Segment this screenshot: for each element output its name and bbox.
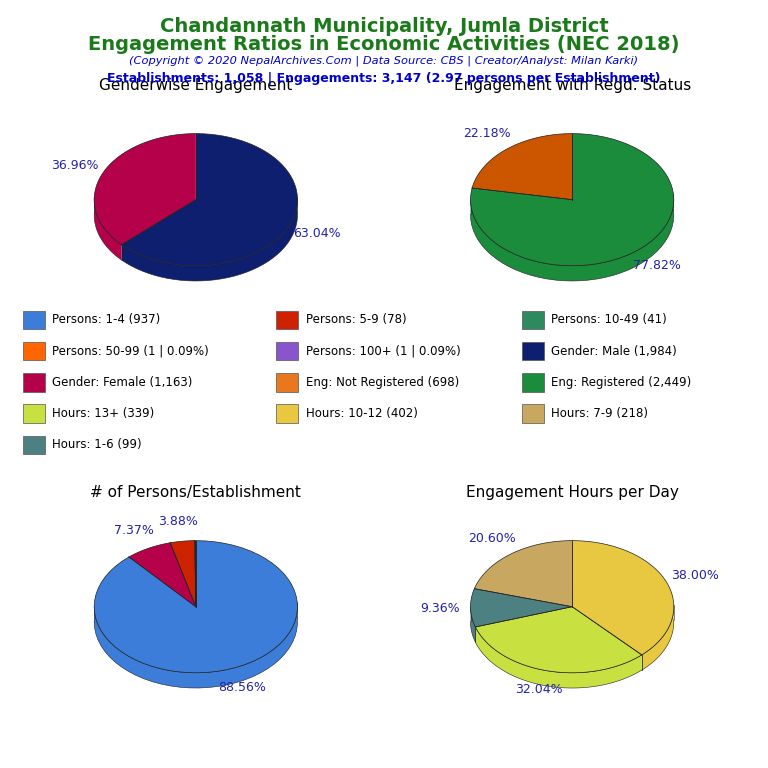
Polygon shape: [121, 134, 297, 266]
Polygon shape: [475, 627, 642, 688]
FancyBboxPatch shape: [23, 373, 45, 392]
FancyBboxPatch shape: [276, 310, 298, 329]
Polygon shape: [472, 134, 572, 200]
FancyBboxPatch shape: [23, 404, 45, 423]
Polygon shape: [129, 543, 196, 607]
Text: Engagement Ratios in Economic Activities (NEC 2018): Engagement Ratios in Economic Activities…: [88, 35, 680, 54]
Text: 22.18%: 22.18%: [464, 127, 511, 141]
Text: Hours: 10-12 (402): Hours: 10-12 (402): [306, 407, 418, 420]
Text: Gender: Female (1,163): Gender: Female (1,163): [52, 376, 193, 389]
Text: Eng: Not Registered (698): Eng: Not Registered (698): [306, 376, 459, 389]
Polygon shape: [94, 197, 121, 260]
Text: Establishments: 1,058 | Engagements: 3,147 (2.97 persons per Establishment): Establishments: 1,058 | Engagements: 3,1…: [108, 72, 660, 85]
FancyBboxPatch shape: [23, 435, 45, 454]
Text: Eng: Registered (2,449): Eng: Registered (2,449): [551, 376, 692, 389]
FancyBboxPatch shape: [522, 373, 544, 392]
Polygon shape: [471, 134, 674, 266]
Title: Genderwise Engagement: Genderwise Engagement: [99, 78, 293, 93]
Polygon shape: [642, 604, 674, 670]
Title: Engagement Hours per Day: Engagement Hours per Day: [465, 485, 679, 500]
Polygon shape: [475, 607, 642, 673]
Text: Chandannath Municipality, Jumla District: Chandannath Municipality, Jumla District: [160, 17, 608, 36]
Polygon shape: [121, 198, 297, 281]
Text: 3.88%: 3.88%: [158, 515, 198, 528]
FancyBboxPatch shape: [23, 342, 45, 360]
Polygon shape: [195, 541, 196, 607]
Text: 9.36%: 9.36%: [420, 602, 460, 614]
Polygon shape: [471, 589, 572, 627]
Text: 63.04%: 63.04%: [293, 227, 341, 240]
Text: 32.04%: 32.04%: [515, 684, 563, 697]
Polygon shape: [475, 541, 572, 607]
Text: Persons: 50-99 (1 | 0.09%): Persons: 50-99 (1 | 0.09%): [52, 345, 209, 358]
FancyBboxPatch shape: [522, 310, 544, 329]
Polygon shape: [471, 606, 475, 642]
Text: 36.96%: 36.96%: [51, 159, 98, 172]
Text: 77.82%: 77.82%: [633, 259, 681, 272]
Polygon shape: [170, 541, 196, 607]
FancyBboxPatch shape: [522, 342, 544, 360]
Text: Hours: 13+ (339): Hours: 13+ (339): [52, 407, 154, 420]
Title: Engagement with Regd. Status: Engagement with Regd. Status: [454, 78, 690, 93]
Text: 7.37%: 7.37%: [114, 525, 154, 538]
Text: (Copyright © 2020 NepalArchives.Com | Data Source: CBS | Creator/Analyst: Milan : (Copyright © 2020 NepalArchives.Com | Da…: [130, 55, 638, 66]
Text: Gender: Male (1,984): Gender: Male (1,984): [551, 345, 677, 358]
FancyBboxPatch shape: [522, 404, 544, 423]
FancyBboxPatch shape: [23, 310, 45, 329]
Text: 20.60%: 20.60%: [468, 531, 516, 545]
Polygon shape: [471, 194, 674, 281]
Polygon shape: [572, 541, 674, 655]
FancyBboxPatch shape: [276, 404, 298, 423]
Text: Hours: 7-9 (218): Hours: 7-9 (218): [551, 407, 648, 420]
Text: 88.56%: 88.56%: [218, 680, 266, 694]
Title: # of Persons/Establishment: # of Persons/Establishment: [91, 485, 301, 500]
Text: 38.00%: 38.00%: [671, 568, 719, 581]
Text: Persons: 10-49 (41): Persons: 10-49 (41): [551, 313, 667, 326]
Text: Persons: 100+ (1 | 0.09%): Persons: 100+ (1 | 0.09%): [306, 345, 460, 358]
FancyBboxPatch shape: [276, 373, 298, 392]
Text: Persons: 1-4 (937): Persons: 1-4 (937): [52, 313, 161, 326]
Polygon shape: [94, 603, 297, 688]
Text: Persons: 5-9 (78): Persons: 5-9 (78): [306, 313, 406, 326]
Polygon shape: [94, 541, 297, 673]
Text: Hours: 1-6 (99): Hours: 1-6 (99): [52, 439, 142, 452]
Polygon shape: [94, 134, 196, 245]
FancyBboxPatch shape: [276, 342, 298, 360]
